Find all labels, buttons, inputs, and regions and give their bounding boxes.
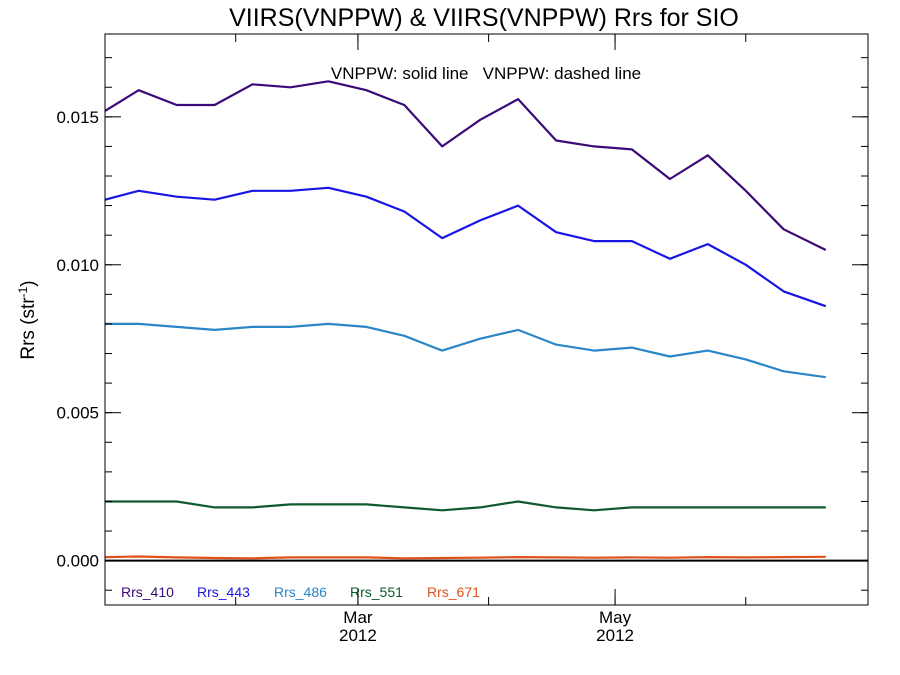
x-tick-label: May <box>599 608 632 627</box>
y-axis-label: Rrs (str-1) <box>16 280 39 359</box>
series-line-rrs-443 <box>104 186 827 308</box>
legend-entry-rrs-486: Rrs_486 <box>274 584 327 600</box>
plot-marks: Rrs_410 Rrs_443 Rrs_486 Rrs_551 Rrs_671 0.000… <box>56 33 869 645</box>
legend-entry-rrs-671: Rrs_671 <box>427 584 480 600</box>
chart-title: VIIRS(VNPPW) & VIIRS(VNPPW) Rrs for SIO <box>229 4 739 32</box>
y-axis-label-close: ) <box>18 280 39 286</box>
x-tick-sublabel: 2012 <box>339 626 377 645</box>
y-axis-label-sup: -1 <box>16 286 30 297</box>
legend-entry-rrs-443: Rrs_443 <box>197 584 250 600</box>
series-line-rrs-551 <box>105 500 826 512</box>
chart-annotation: VNPPW: solid line VNPPW: dashed line <box>331 64 641 83</box>
series-line-rrs-410 <box>104 80 827 251</box>
x-tick-sublabel: 2012 <box>596 626 634 645</box>
legend-entry-rrs-551: Rrs_551 <box>350 584 403 600</box>
x-tick-label: Mar <box>343 608 373 627</box>
y-tick-label: 0.010 <box>56 256 99 275</box>
series-line-rrs-486 <box>105 322 826 379</box>
y-tick-label: 0.000 <box>56 552 99 571</box>
series-line-rrs-671 <box>104 555 826 560</box>
y-tick-label: 0.015 <box>56 108 99 127</box>
legend-entry-rrs-410: Rrs_410 <box>121 584 174 600</box>
y-tick-label: 0.005 <box>56 404 99 423</box>
plot-frame <box>104 33 869 606</box>
y-axis-label-main: Rrs (str <box>18 297 39 360</box>
